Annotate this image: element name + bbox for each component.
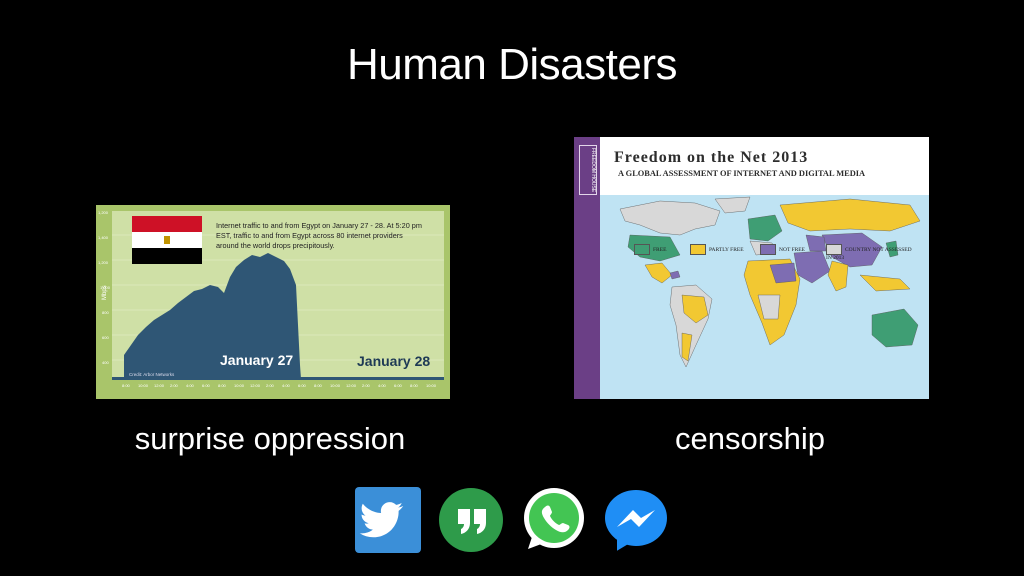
legend-not-free: NOT FREE [760,244,805,255]
svg-text:600: 600 [102,335,109,340]
svg-text:8:00: 8:00 [218,383,227,388]
traffic-note: Internet traffic to and from Egypt on Ja… [216,221,422,250]
svg-text:800: 800 [102,310,109,315]
svg-text:8:00: 8:00 [410,383,419,388]
freedom-on-the-net-map: FREEDOM HOUSE Freedom on the Net 2013 A … [574,137,929,399]
traffic-credit: Credit: Arbor Networks [129,372,175,377]
svg-text:1,200: 1,200 [98,210,109,215]
map-legend [600,375,929,399]
world-map-graphic [619,196,921,368]
svg-text:12:00: 12:00 [154,383,165,388]
svg-text:2:00: 2:00 [170,383,179,388]
traffic-day-1: January 27 [220,352,294,368]
svg-text:6:00: 6:00 [298,383,307,388]
legend-not-assessed: COUNTRY NOT ASSESSED IN 2013 [826,244,916,261]
svg-text:400: 400 [102,360,109,365]
map-header [574,137,929,195]
svg-text:12:00: 12:00 [346,383,357,388]
legend-free: FREE [634,244,666,255]
traffic-ylabel: Mbps [102,285,108,300]
legend-swatch-not-free [760,244,776,255]
svg-text:10:00: 10:00 [426,383,437,388]
svg-text:6:00: 6:00 [202,383,211,388]
svg-text:12:00: 12:00 [250,383,261,388]
caption-left: surprise oppression [134,421,406,456]
svg-text:10:00: 10:00 [234,383,245,388]
svg-text:6:00: 6:00 [394,383,403,388]
egypt-flag-icon [132,216,202,264]
svg-text:2:00: 2:00 [362,383,371,388]
svg-text:10:00: 10:00 [138,383,149,388]
slide-title: Human Disasters [347,40,677,89]
svg-text:2:00: 2:00 [266,383,275,388]
svg-text:4:00: 4:00 [378,383,387,388]
twitter-icon [355,487,421,553]
brand-stripe [574,137,600,399]
traffic-day-2: January 28 [357,353,431,369]
legend-swatch-not-assessed [826,244,842,255]
legend-partly-free: PARTLY FREE [690,244,744,255]
svg-text:1,200: 1,200 [98,260,109,265]
map-subtitle: A GLOBAL ASSESSMENT OF INTERNET AND DIGI… [618,169,866,178]
svg-text:1,400: 1,400 [98,235,109,240]
map-title: Freedom on the Net 2013 [614,149,809,166]
legend-swatch-partly-free [690,244,706,255]
legend-swatch-free [634,244,650,255]
svg-text:4:00: 4:00 [282,383,291,388]
hangouts-icon [439,488,503,552]
svg-text:4:00: 4:00 [186,383,195,388]
freedom-house-logo: FREEDOM HOUSE [579,145,597,195]
svg-text:1,000: 1,000 [100,285,111,290]
svg-text:8:00: 8:00 [314,383,323,388]
messenger-icon [605,490,667,551]
caption-right: censorship [675,421,825,456]
svg-text:8:00: 8:00 [122,383,131,388]
whatsapp-icon [524,488,584,549]
traffic-area-graphic: 1,200 1,400 1,200 1,000 800 600 400 8:00 10:00… [98,210,444,388]
svg-text:10:00: 10:00 [330,383,341,388]
